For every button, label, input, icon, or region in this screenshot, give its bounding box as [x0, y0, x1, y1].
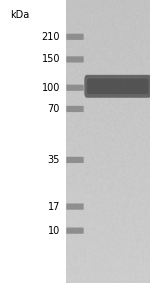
Text: 10: 10: [48, 226, 60, 236]
FancyBboxPatch shape: [66, 56, 84, 63]
FancyBboxPatch shape: [66, 157, 84, 163]
FancyBboxPatch shape: [87, 79, 148, 94]
FancyBboxPatch shape: [66, 228, 84, 234]
Text: kDa: kDa: [10, 10, 29, 20]
Text: 70: 70: [48, 104, 60, 114]
Text: 100: 100: [42, 83, 60, 93]
FancyBboxPatch shape: [66, 203, 84, 210]
Text: 150: 150: [42, 54, 60, 65]
Text: 35: 35: [48, 155, 60, 165]
FancyBboxPatch shape: [66, 85, 84, 91]
FancyBboxPatch shape: [66, 106, 84, 112]
FancyBboxPatch shape: [84, 75, 150, 98]
Text: 210: 210: [42, 32, 60, 42]
FancyBboxPatch shape: [66, 0, 150, 283]
FancyBboxPatch shape: [66, 34, 84, 40]
Text: 17: 17: [48, 201, 60, 212]
